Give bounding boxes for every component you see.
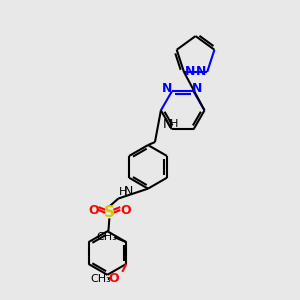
Text: O: O — [120, 204, 130, 217]
Text: N: N — [196, 65, 206, 78]
Text: N: N — [124, 185, 133, 198]
Text: N: N — [162, 82, 172, 95]
Text: CH₃: CH₃ — [90, 274, 111, 284]
Text: O: O — [88, 204, 99, 217]
Text: O: O — [108, 272, 119, 285]
Text: S: S — [104, 205, 115, 220]
Text: N: N — [185, 65, 195, 78]
Text: H: H — [119, 187, 128, 196]
Text: N: N — [192, 82, 203, 95]
Text: H: H — [169, 119, 178, 129]
Text: CH₃: CH₃ — [96, 232, 117, 242]
Text: N: N — [163, 118, 172, 131]
